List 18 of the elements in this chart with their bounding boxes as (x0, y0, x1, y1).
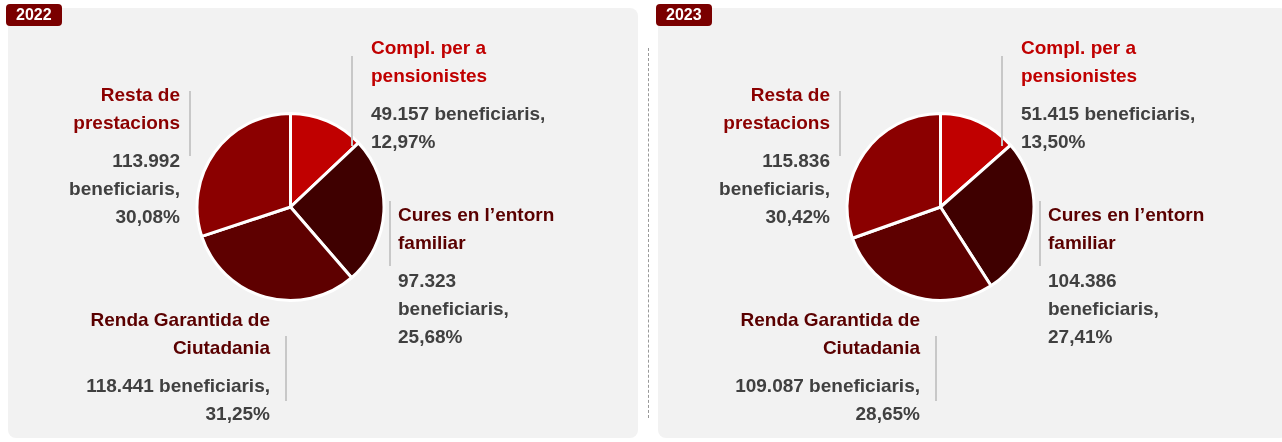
slice-label: Compl. per a pensionistes (371, 37, 488, 87)
slice-label: Cures en l’entorn familiar (1048, 204, 1205, 254)
data-label: 97.323 beneficiaris, 25,68% (398, 270, 509, 348)
data-label: 118.441 beneficiaris, 31,25% (86, 375, 271, 425)
data-label: 51.415 beneficiaris, 13,50% (1021, 103, 1196, 153)
data-label: 49.157 beneficiaris, 12,97% (371, 103, 546, 153)
slice-label: Renda Garantida de Ciutadania (740, 309, 921, 359)
slice-label: Resta de prestacions (73, 84, 180, 134)
data-label: 104.386 beneficiaris, 27,41% (1048, 270, 1159, 348)
data-label: 109.087 beneficiaris, 28,65% (735, 375, 921, 425)
slice-label: Cures en l’entorn familiar (398, 204, 555, 254)
slice-label: Renda Garantida de Ciutadania (90, 309, 271, 359)
chart-title: 2023 (656, 4, 712, 26)
data-label: 113.992 beneficiaris, 30,08% (69, 150, 181, 228)
data-label: 115.836 beneficiaris, 30,42% (719, 150, 831, 228)
chart-title: 2022 (6, 4, 62, 26)
slice-label: Resta de prestacions (723, 84, 830, 134)
slice-label: Compl. per a pensionistes (1021, 37, 1138, 87)
